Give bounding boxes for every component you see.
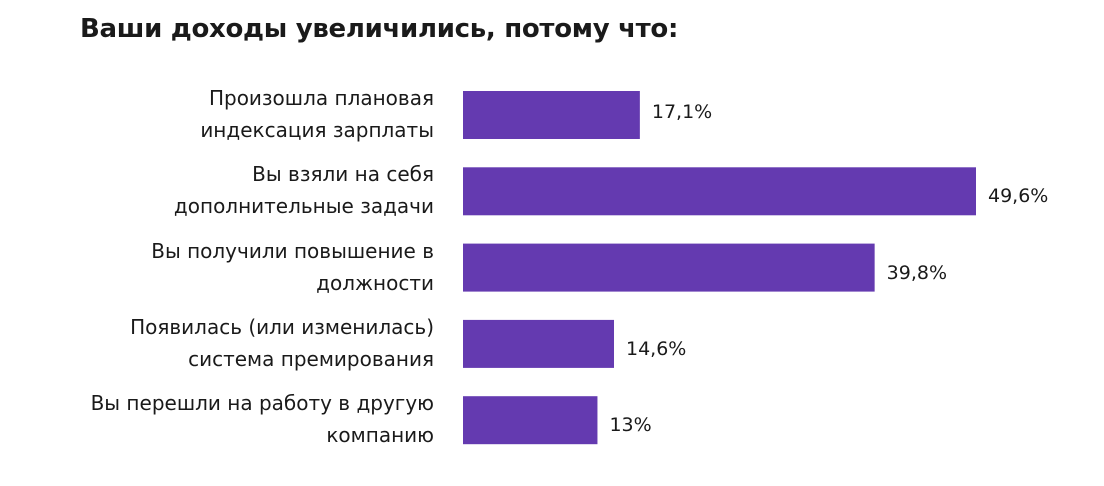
data-label: 14,6% — [626, 337, 687, 360]
category-label-line: дополнительные задачи — [173, 194, 434, 219]
category-label-line: должности — [316, 270, 434, 295]
data-label: 17,1% — [651, 101, 713, 123]
category-label: Вы взяли на себя дополнительные задачи — [174, 158, 434, 222]
bar-4 — [463, 396, 598, 445]
chart-title: Ваши доходы увеличились, потому что: — [80, 14, 679, 44]
data-label: 49,6% — [988, 185, 1049, 208]
category-label: Вы перешли на работу в другую компанию — [91, 387, 434, 451]
category-label-line: Вы взяли на себя — [252, 162, 434, 187]
category-label-line: Появилась (или изменилась) — [130, 314, 434, 339]
category-label-line: индексация зарплаты — [200, 118, 434, 142]
bar-1 — [463, 167, 976, 216]
bar-2 — [463, 243, 875, 292]
bar-0 — [463, 91, 640, 139]
category-label-line: Вы получили повышение в — [151, 238, 434, 263]
bar-3 — [463, 319, 615, 368]
category-label-line: компанию — [326, 423, 434, 448]
category-label: Появилась (или изменилась) система премир… — [130, 311, 434, 375]
category-label-line: Вы перешли на работу в другую — [90, 391, 434, 416]
category-label: Вы получили повышение в должности — [151, 235, 434, 299]
data-label: 39,8% — [886, 261, 947, 284]
category-label: Произошла плановая индексация зарплаты — [200, 82, 434, 146]
data-label: 13% — [609, 414, 652, 437]
category-label-line: система премирования — [188, 346, 434, 371]
category-label-line: Произошла плановая — [208, 86, 434, 110]
